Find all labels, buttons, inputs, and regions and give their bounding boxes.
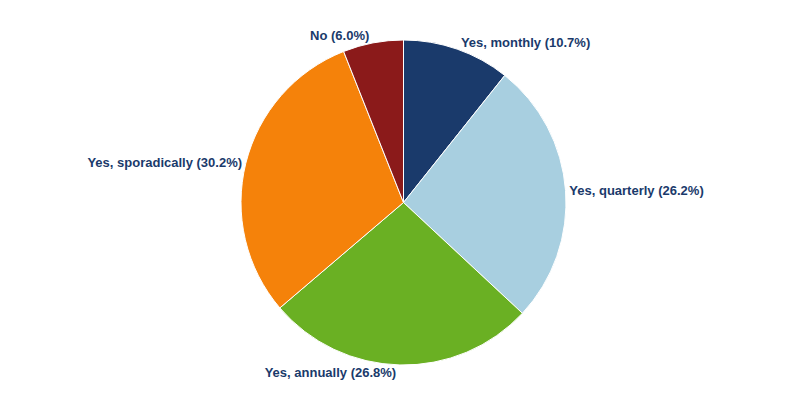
svg-text:Yes, annually (26.8%): Yes, annually (26.8%) xyxy=(265,365,397,380)
svg-text:Yes, monthly (10.7%): Yes, monthly (10.7%) xyxy=(461,35,590,50)
svg-text:Yes, quarterly (26.2%): Yes, quarterly (26.2%) xyxy=(569,183,703,198)
svg-text:Yes, sporadically (30.2%): Yes, sporadically (30.2%) xyxy=(87,155,242,170)
svg-text:No (6.0%): No (6.0%) xyxy=(310,28,369,43)
